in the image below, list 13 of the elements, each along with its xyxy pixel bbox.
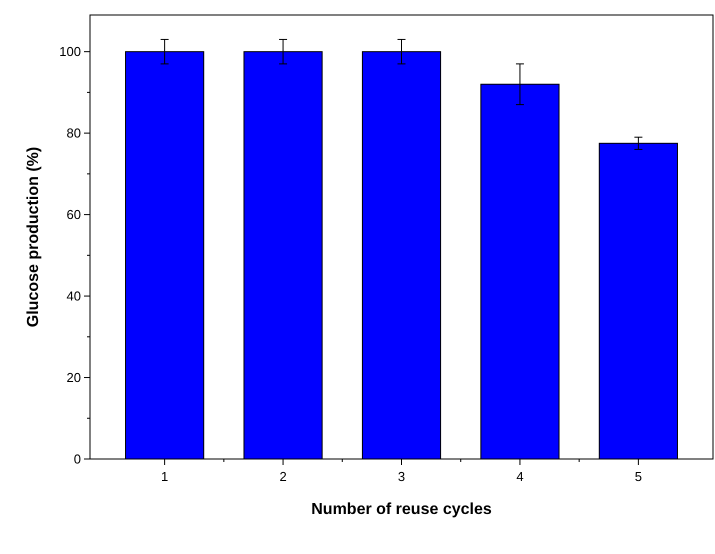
y-tick-label: 80 bbox=[66, 126, 81, 141]
x-tick-label: 2 bbox=[279, 469, 287, 484]
x-tick-label: 5 bbox=[634, 469, 642, 484]
y-axis-title: Glucose production (%) bbox=[25, 146, 42, 328]
y-tick-label: 40 bbox=[66, 288, 81, 304]
x-tick-label: 3 bbox=[398, 469, 406, 484]
x-axis-title: Number of reuse cycles bbox=[311, 501, 492, 518]
x-tick-label: 4 bbox=[516, 469, 524, 484]
y-tick-label: 0 bbox=[74, 452, 81, 467]
y-tick-label: 60 bbox=[66, 207, 81, 222]
y-tick-label: 20 bbox=[66, 370, 81, 386]
x-tick-label: 1 bbox=[161, 469, 168, 484]
y-tick-label: 100 bbox=[59, 44, 81, 60]
